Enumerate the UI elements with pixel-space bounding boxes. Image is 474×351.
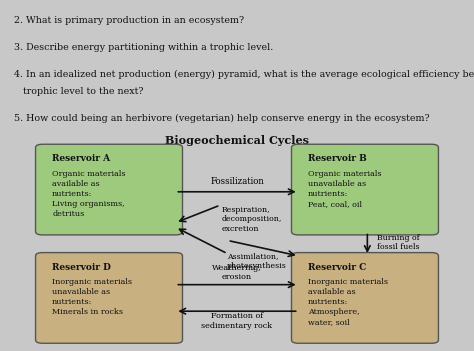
Text: Formation of
sedimentary rock: Formation of sedimentary rock xyxy=(201,312,273,330)
Text: Biogeochemical Cycles: Biogeochemical Cycles xyxy=(165,135,309,146)
Text: Reservoir B: Reservoir B xyxy=(308,154,367,163)
Text: Inorganic materials
available as
nutrients:
Atmosphere,
water, soil: Inorganic materials available as nutrien… xyxy=(308,278,388,326)
Text: Fossilization: Fossilization xyxy=(210,177,264,186)
Text: 2. What is primary production in an ecosystem?: 2. What is primary production in an ecos… xyxy=(14,15,244,25)
Text: Respiration,
decomposition,
excretion: Respiration, decomposition, excretion xyxy=(222,206,282,233)
Text: 4. In an idealized net production (energy) pyramid, what is the average ecologic: 4. In an idealized net production (energ… xyxy=(14,70,474,79)
Text: trophic level to the next?: trophic level to the next? xyxy=(14,87,144,96)
Text: Organic materials
available as
nutrients:
Living organisms,
detritus: Organic materials available as nutrients… xyxy=(52,170,126,218)
Text: Reservoir D: Reservoir D xyxy=(52,263,111,272)
Text: 5. How could being an herbivore (vegetarian) help conserve energy in the ecosyst: 5. How could being an herbivore (vegetar… xyxy=(14,114,430,124)
Text: Reservoir A: Reservoir A xyxy=(52,154,110,163)
Text: Weathering,
erosion: Weathering, erosion xyxy=(212,264,262,282)
Text: Organic materials
unavailable as
nutrients:
Peat, coal, oil: Organic materials unavailable as nutrien… xyxy=(308,170,382,208)
FancyBboxPatch shape xyxy=(36,253,182,343)
Text: Inorganic materials
unavailable as
nutrients:
Minerals in rocks: Inorganic materials unavailable as nutri… xyxy=(52,278,132,316)
FancyBboxPatch shape xyxy=(292,253,438,343)
FancyBboxPatch shape xyxy=(292,144,438,235)
Text: Burning of
fossil fuels: Burning of fossil fuels xyxy=(377,234,419,251)
Text: Assimilation,
photosynthesis: Assimilation, photosynthesis xyxy=(227,253,286,270)
Text: 3. Describe energy partitioning within a trophic level.: 3. Describe energy partitioning within a… xyxy=(14,43,273,52)
FancyBboxPatch shape xyxy=(36,144,182,235)
Text: Reservoir C: Reservoir C xyxy=(308,263,366,272)
